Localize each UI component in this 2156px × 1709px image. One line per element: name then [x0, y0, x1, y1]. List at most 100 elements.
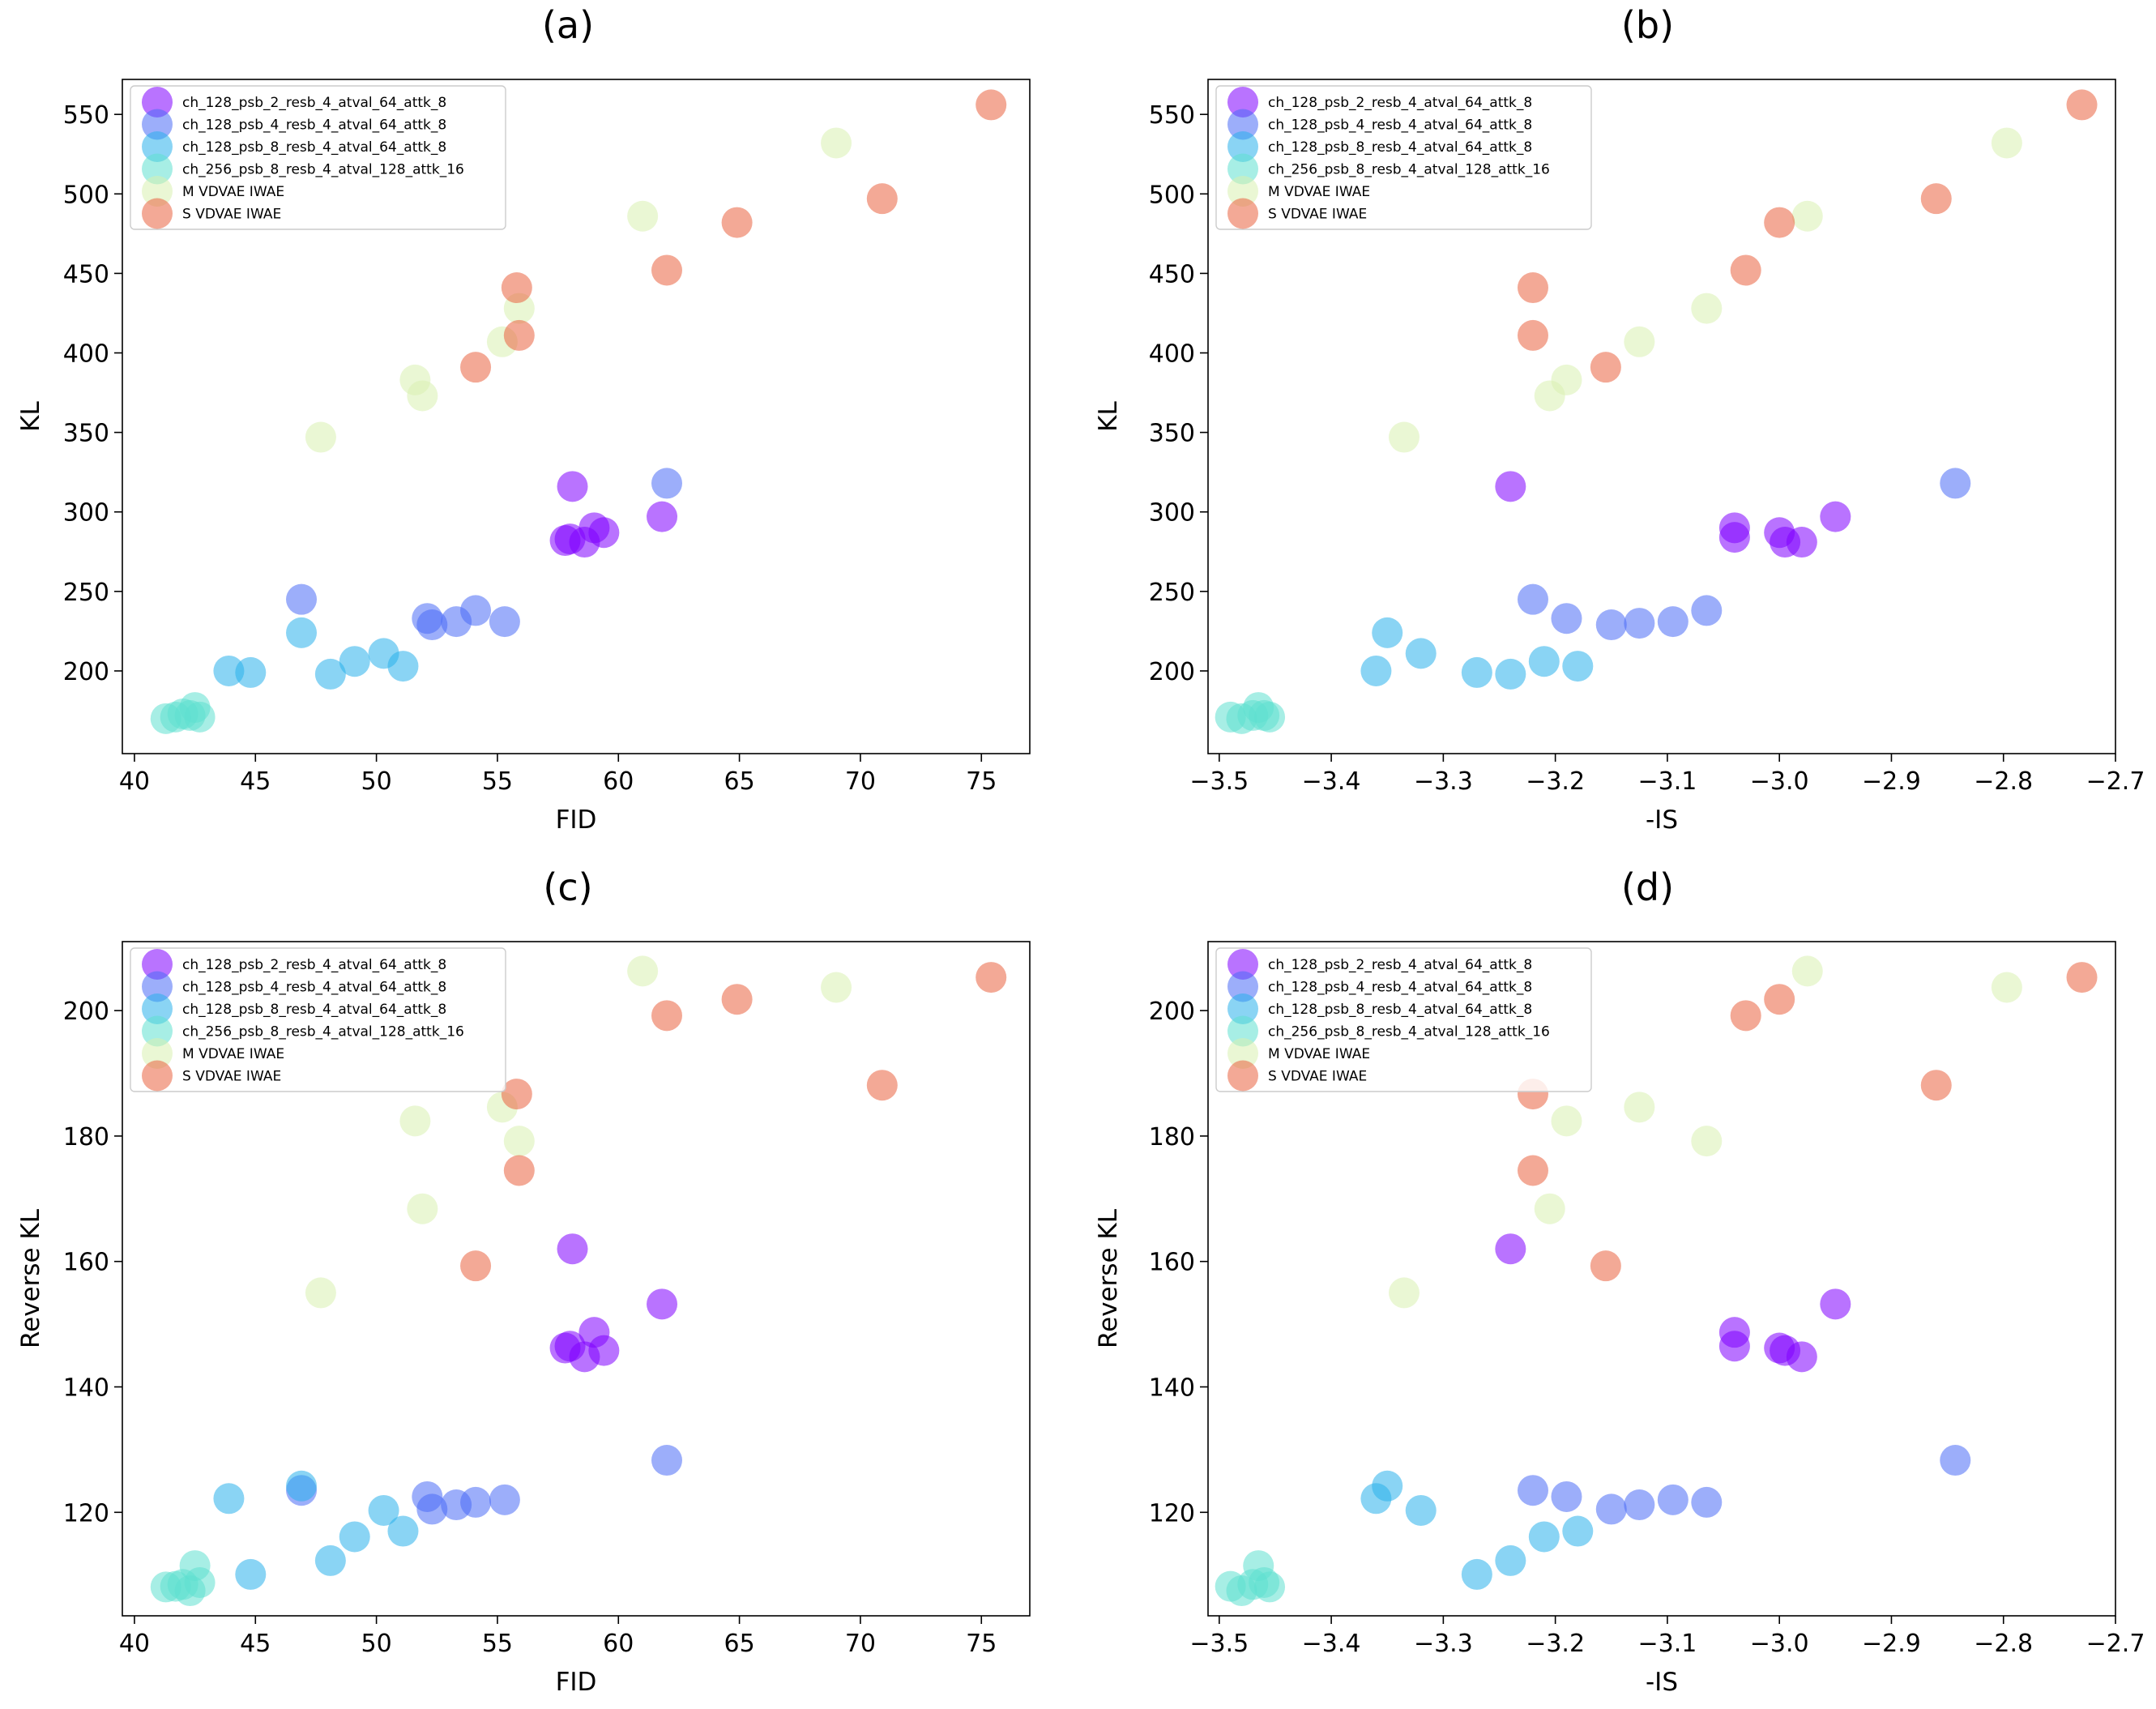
data-point: [1461, 1558, 1492, 1590]
data-point: [416, 1493, 448, 1525]
x-tick-label: 55: [482, 1630, 513, 1658]
x-tick-label: −3.3: [1414, 1630, 1473, 1658]
legend-label: M VDVAE IWAE: [1268, 1046, 1370, 1062]
data-point: [1495, 658, 1526, 690]
legend-label: M VDVAE IWAE: [1268, 184, 1370, 200]
data-point: [2066, 89, 2098, 121]
data-point: [339, 646, 370, 677]
data-point: [1657, 606, 1689, 638]
x-axis-label: FID: [556, 805, 597, 835]
data-point: [501, 272, 532, 304]
data-point: [866, 1070, 898, 1101]
markers: [1215, 89, 2098, 734]
data-point: [1940, 1445, 1971, 1476]
y-tick-label: 350: [1149, 420, 1195, 448]
data-point: [489, 1484, 520, 1515]
y-tick-label: 180: [63, 1123, 109, 1151]
x-tick-label: −3.4: [1302, 767, 1361, 796]
legend-marker: [142, 131, 173, 162]
y-tick-label: 550: [1149, 101, 1195, 130]
y-tick-label: 400: [1149, 340, 1195, 369]
x-tick-label: 50: [361, 767, 392, 796]
data-point: [1562, 651, 1594, 682]
data-point: [1528, 1521, 1560, 1553]
legend-marker: [1227, 949, 1258, 980]
data-point: [1372, 1470, 1403, 1502]
data-point: [1718, 522, 1750, 553]
y-axis-label: KL: [16, 400, 45, 431]
legend: ch_128_psb_2_resb_4_atval_64_attk_8 ch_12…: [1215, 947, 1592, 1092]
data-point: [976, 962, 1007, 993]
data-point: [1551, 364, 1582, 395]
scatter-plot-b: −3.5 −3.4 −3.3 −3.2 −3.1 −3.0 −2.9 −2.8 −2.7 200 2…: [1094, 79, 2145, 835]
x-tick-label: −3.5: [1189, 767, 1249, 796]
data-point: [557, 471, 588, 502]
legend-marker: [1227, 87, 1258, 117]
legend-label: ch_256_psb_8_resb_4_atval_128_attk_16: [182, 162, 464, 178]
panel-title: (c): [543, 865, 593, 909]
legend-marker: [142, 949, 173, 980]
x-axis-label: -IS: [1646, 805, 1678, 835]
data-point: [1495, 1545, 1526, 1576]
legend-label: S VDVAE IWAE: [1268, 1069, 1367, 1085]
x-tick-label: −2.7: [2086, 767, 2145, 796]
markers: [150, 955, 1007, 1607]
data-point: [1991, 972, 2022, 1003]
x-tick-label: −2.7: [2086, 1630, 2145, 1658]
data-point: [1786, 1341, 1817, 1373]
legend-marker: [1227, 1015, 1258, 1047]
data-point: [1551, 603, 1582, 634]
data-point: [821, 972, 852, 1003]
x-tick-label: −3.4: [1302, 1630, 1361, 1658]
legend-marker: [142, 993, 173, 1024]
data-point: [1461, 656, 1492, 688]
panel-b: (b) −3.5 −3.4 −3.3 −3.2 −3.1 −3.0 −2.9 −2.8 −2.7…: [1078, 0, 2156, 852]
x-axis-label: -IS: [1646, 1668, 1678, 1697]
y-tick-label: 160: [1149, 1249, 1195, 1277]
data-point: [1388, 421, 1420, 453]
y-axis-label: Reverse KL: [1094, 1208, 1123, 1348]
y-tick-label: 200: [63, 998, 109, 1026]
x-tick-label: 65: [724, 1630, 755, 1658]
data-point: [1595, 1493, 1627, 1525]
scatter-plot-a: 40 45 50 55 60 65 70 75 200 250 300 350 400 450 500 550…: [16, 79, 1031, 835]
data-point: [1940, 468, 1971, 499]
data-point: [1388, 1277, 1420, 1309]
legend-label: S VDVAE IWAE: [182, 207, 281, 223]
data-point: [460, 1250, 492, 1282]
data-point: [1657, 1484, 1689, 1515]
data-point: [503, 1126, 535, 1157]
scatter-plot-c: 40 45 50 55 60 65 70 75 120 140 160 180 200 FID Revers…: [16, 941, 1031, 1697]
panel-title: (b): [1620, 3, 1675, 47]
y-tick-label: 450: [1149, 260, 1195, 288]
data-point: [1691, 1486, 1723, 1518]
data-point: [651, 1000, 682, 1032]
x-tick-label: 45: [240, 767, 271, 796]
markers: [150, 89, 1007, 734]
data-point: [1791, 955, 1823, 987]
data-point: [647, 501, 678, 532]
data-point: [557, 1233, 588, 1265]
data-point: [1517, 319, 1548, 351]
x-tick-label: −3.1: [1637, 767, 1697, 796]
x-tick-label: 40: [119, 1630, 150, 1658]
data-point: [651, 254, 682, 286]
data-point: [1590, 352, 1621, 383]
x-tick-label: −2.8: [1974, 1630, 2033, 1658]
y-tick-label: 300: [1149, 499, 1195, 528]
legend-marker: [1227, 153, 1258, 185]
data-point: [460, 352, 492, 383]
data-point: [1595, 609, 1627, 641]
x-tick-label: −2.9: [1862, 767, 1921, 796]
data-point: [184, 701, 216, 733]
legend-box: [1215, 947, 1592, 1092]
markers: [1215, 955, 2098, 1607]
y-tick-label: 140: [1149, 1374, 1195, 1403]
data-point: [1920, 183, 1952, 215]
data-point: [1517, 583, 1548, 615]
data-point: [368, 1494, 399, 1526]
data-point: [588, 517, 620, 549]
data-point: [1517, 1475, 1548, 1506]
data-point: [647, 1288, 678, 1320]
data-point: [286, 617, 318, 648]
